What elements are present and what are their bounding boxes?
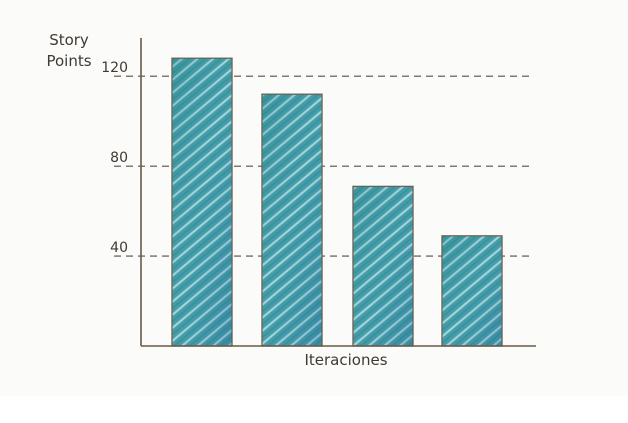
bar-wash (353, 186, 413, 346)
bar-wash (172, 58, 232, 346)
bar-wash (442, 235, 502, 346)
bars (171, 57, 503, 347)
y-tick-label: 40 (110, 240, 128, 256)
y-axis-label-line-1: Story (49, 31, 89, 49)
page-margin (0, 396, 628, 423)
y-axis-label-line-2: Points (46, 52, 91, 70)
y-tick-label: 120 (101, 60, 128, 76)
x-axis-label: Iteraciones (304, 351, 387, 369)
y-tick-label: 80 (110, 150, 128, 166)
bar-wash (262, 94, 322, 346)
y-ticks: 40 80 120 (101, 60, 128, 256)
